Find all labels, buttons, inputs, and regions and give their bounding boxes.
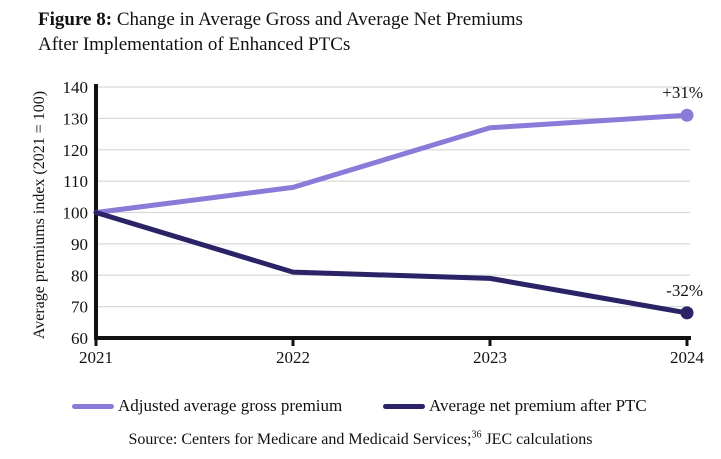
svg-text:2022: 2022 [276, 348, 310, 367]
figure-title: Figure 8: Change in Average Gross and Av… [38, 7, 523, 57]
svg-text:130: 130 [63, 109, 89, 128]
svg-text:2023: 2023 [473, 348, 507, 367]
svg-text:140: 140 [63, 78, 89, 97]
gross-premium-line-swatch [72, 403, 114, 409]
svg-text:60: 60 [71, 329, 88, 348]
svg-text:2021: 2021 [79, 348, 113, 367]
svg-text:90: 90 [71, 235, 88, 254]
svg-text:110: 110 [63, 172, 88, 191]
svg-text:2024: 2024 [670, 348, 705, 367]
figure-number: Figure 8: [38, 9, 113, 30]
source-note: Source: Centers for Medicare and Medicai… [0, 429, 721, 449]
source-credit: JEC calculations [481, 431, 593, 448]
net-premium-line-swatch [383, 403, 425, 409]
source-text: Source: Centers for Medicare and Medicai… [128, 431, 472, 448]
svg-text:100: 100 [63, 204, 89, 223]
svg-text:80: 80 [71, 266, 88, 285]
y-axis-label: Average premiums index (2021 = 100) [31, 90, 48, 340]
footnote-reference: 36 [471, 429, 482, 441]
chart-legend: Adjusted average gross premium Average n… [0, 394, 721, 418]
svg-text:-32%: -32% [666, 281, 703, 300]
legend-item-gross: Adjusted average gross premium [72, 394, 342, 418]
figure-title-line1: Figure 8: Change in Average Gross and Av… [38, 7, 523, 32]
svg-text:70: 70 [71, 298, 88, 317]
legend-label-net: Average net premium after PTC [429, 396, 647, 415]
legend-label-gross: Adjusted average gross premium [118, 396, 343, 415]
figure-title-text: Change in Average Gross and Average Net … [112, 9, 523, 30]
svg-text:+31%: +31% [662, 83, 703, 102]
figure-title-line2: After Implementation of Enhanced PTCs [38, 34, 351, 55]
legend-item-net: Average net premium after PTC [383, 394, 647, 418]
svg-text:120: 120 [63, 141, 89, 160]
